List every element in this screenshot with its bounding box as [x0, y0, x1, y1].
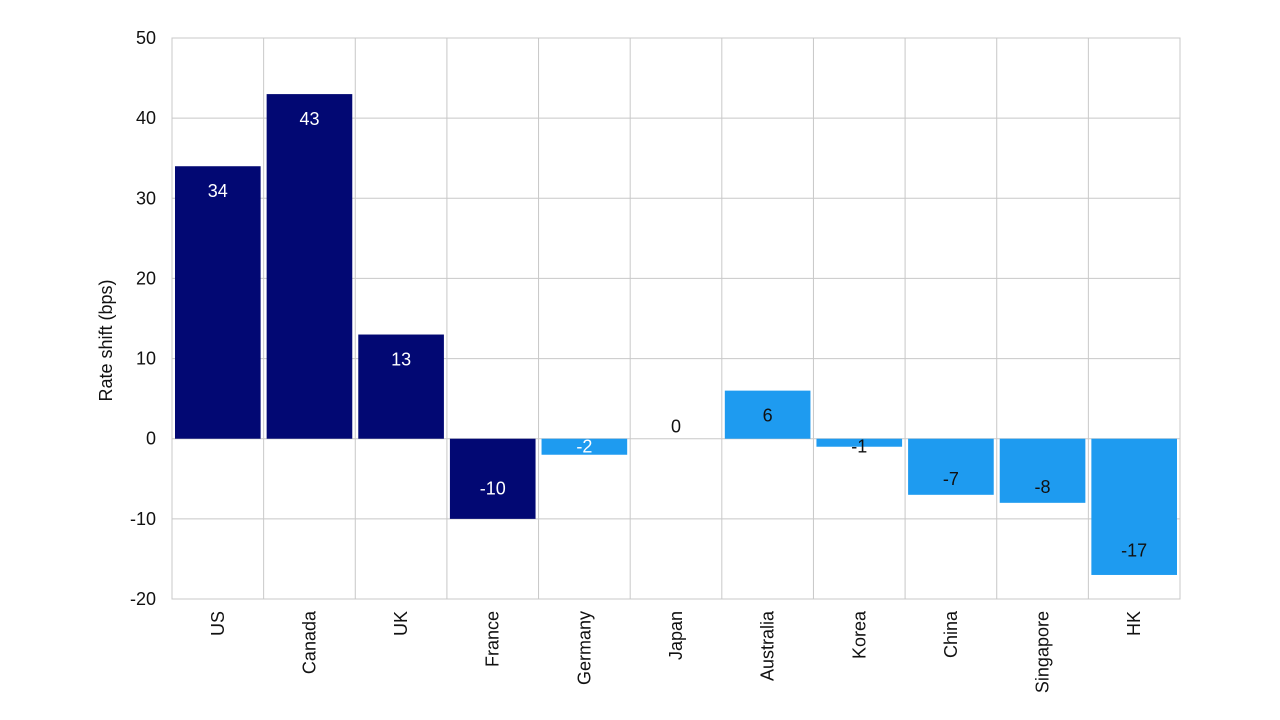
bar-australia: [724, 390, 811, 439]
bar-value-label: -7: [943, 469, 959, 489]
bar-value-label: -1: [851, 437, 867, 457]
y-tick-label: 30: [136, 188, 156, 208]
x-category-label: Germany: [574, 611, 594, 685]
y-axis-title: Rate shift (bps): [96, 279, 116, 401]
x-category-label: Canada: [299, 610, 319, 674]
bar-germany: [541, 438, 628, 455]
y-tick-label: -10: [130, 509, 156, 529]
y-tick-label: 50: [136, 28, 156, 48]
bar-hk: [1091, 438, 1177, 575]
x-category-label: China: [941, 610, 961, 658]
y-tick-label: 20: [136, 268, 156, 288]
bar-value-labels: 34 43 13 -10 -2 0 6 -1 -7 -8 -17: [208, 109, 1147, 561]
bar-value-label: 43: [299, 109, 319, 129]
x-category-label: US: [208, 611, 228, 636]
bar-uk: [358, 334, 444, 439]
bar-value-label: -8: [1035, 477, 1051, 497]
bar-value-label: 34: [208, 181, 228, 201]
y-axis-ticks: 50 40 30 20 10 0 -10 -20: [130, 28, 156, 609]
x-category-label: Japan: [666, 611, 686, 660]
y-tick-label: 40: [136, 108, 156, 128]
bar-value-label: -17: [1121, 541, 1147, 561]
x-category-label: Australia: [758, 610, 778, 681]
bar-korea: [816, 438, 903, 447]
bar-value-label: 6: [763, 406, 773, 426]
y-tick-label: 0: [146, 429, 156, 449]
bar-value-label: -10: [480, 479, 506, 499]
bar-value-label: 0: [671, 417, 681, 437]
y-tick-label: 10: [136, 349, 156, 369]
bar-china: [908, 438, 994, 495]
bars: [175, 94, 1177, 575]
bar-singapore: [999, 438, 1086, 503]
x-category-label: HK: [1124, 611, 1144, 636]
x-axis-categories: US Canada UK France Germany Japan Australia Kor…: [208, 610, 1144, 693]
bar-canada: [266, 94, 353, 439]
x-category-label: France: [483, 611, 503, 667]
y-tick-label: -20: [130, 589, 156, 609]
x-category-label: Korea: [849, 610, 869, 659]
x-category-label: Singapore: [1033, 611, 1053, 693]
x-category-label: UK: [391, 611, 411, 636]
bar-value-label: -2: [576, 437, 592, 457]
bar-us: [175, 166, 261, 439]
bar-france: [449, 438, 536, 519]
bar-value-label: 13: [391, 350, 411, 370]
